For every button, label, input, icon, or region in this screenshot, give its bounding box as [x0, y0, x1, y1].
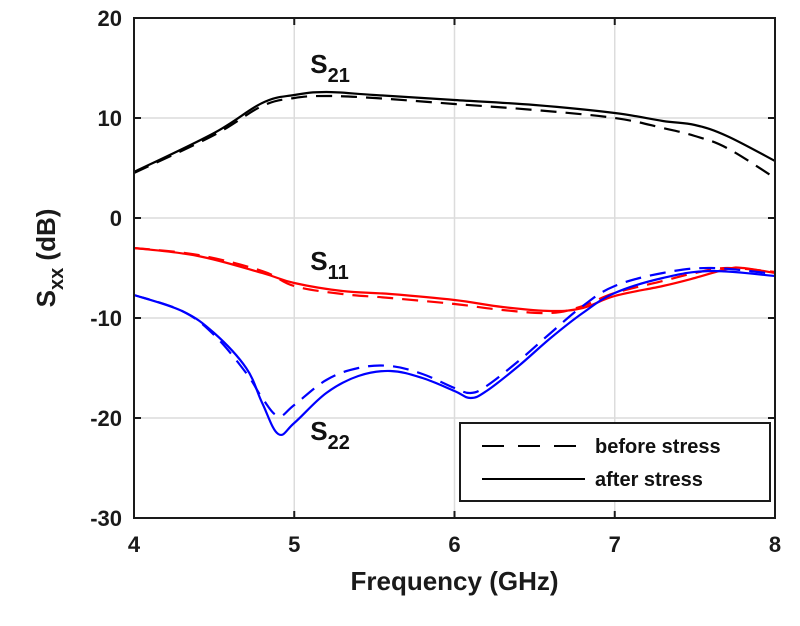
y-tick-label: 0 [110, 206, 122, 231]
y-tick-label: -10 [90, 306, 122, 331]
y-axis-label-sub: xx [46, 268, 68, 290]
series-line-s22-before-stress [133, 266, 776, 418]
y-axis-label-unit: (dB) [31, 209, 61, 268]
series-line-s22-after-stress [133, 269, 776, 436]
legend-label-before-stress: before stress [595, 436, 721, 458]
grid [134, 18, 775, 518]
series-line-s21-before-stress [133, 94, 776, 179]
series-line-s11-before-stress [133, 246, 776, 315]
series-line-s11-after-stress [133, 246, 776, 313]
series-line-s21-after-stress [133, 90, 776, 173]
y-tick-label: 10 [98, 106, 122, 131]
y-tick-label: -20 [90, 406, 122, 431]
annotation-s11: S11 [310, 246, 349, 284]
legend: before stress after stress [459, 422, 771, 502]
ticks: 4 5 6 7 8 -30 -20 -10 0 10 20 [90, 6, 781, 557]
annotation-s22: S22 [310, 416, 350, 454]
x-tick-label: 5 [288, 532, 300, 557]
y-tick-label: 20 [98, 6, 122, 31]
x-tick-label: 7 [609, 532, 621, 557]
x-axis-label: Frequency (GHz) [350, 566, 558, 596]
x-tick-label: 6 [448, 532, 460, 557]
curve-annotations: S21 S11 S22 [310, 49, 350, 454]
series-layer [133, 90, 776, 436]
annotation-s21: S21 [310, 49, 350, 87]
legend-box [459, 422, 771, 502]
y-axis-label: Sxx (dB) [31, 209, 68, 308]
x-tick-label: 4 [128, 532, 141, 557]
y-tick-label: -30 [90, 506, 122, 531]
legend-label-after-stress: after stress [595, 469, 703, 491]
x-tick-label: 8 [769, 532, 781, 557]
y-axis-label-main: S [31, 290, 61, 307]
